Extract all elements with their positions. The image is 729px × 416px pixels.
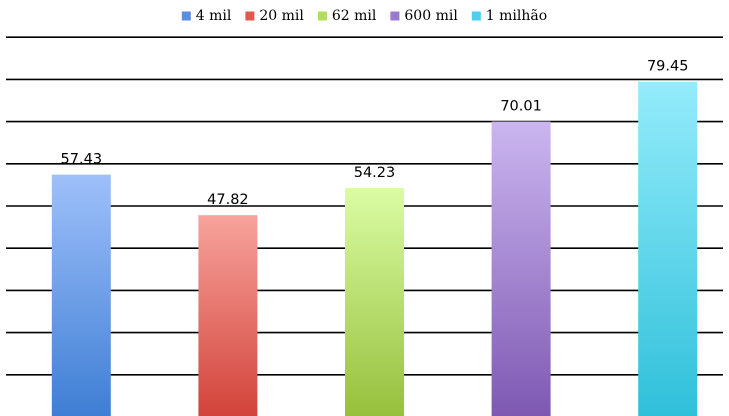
legend-entry-3: 62 mil <box>317 8 377 24</box>
legend-label: 1 milhão <box>486 8 547 24</box>
legend-entry-5: 1 milhão <box>471 8 547 24</box>
legend: 4 mil 20 mil 62 mil 600 mil 1 milhão <box>181 8 547 24</box>
legend-marker <box>181 11 191 21</box>
legend-label: 600 mil <box>404 8 458 24</box>
legend-label: 20 mil <box>259 8 304 24</box>
legend-marker <box>390 11 400 21</box>
legend-marker <box>245 11 255 21</box>
bars <box>51 81 698 416</box>
data-label-5: 79.45 <box>647 59 689 75</box>
legend-entry-1: 4 mil <box>181 8 232 24</box>
legend-entry-4: 600 mil <box>390 8 458 24</box>
data-label-1: 57.43 <box>61 152 103 168</box>
bar-3 <box>345 188 404 416</box>
bar-5 <box>638 81 698 416</box>
legend-marker <box>317 11 327 21</box>
bar-1 <box>51 174 111 416</box>
data-label-2: 47.82 <box>207 192 249 208</box>
legend-marker <box>471 11 481 21</box>
bar-4 <box>491 121 551 416</box>
bar-2 <box>198 215 258 416</box>
legend-label: 62 mil <box>332 8 377 24</box>
data-label-3: 54.23 <box>354 165 396 181</box>
data-labels: 57.43 47.82 54.23 70.01 79.45 <box>61 59 689 208</box>
legend-label: 4 mil <box>196 8 232 24</box>
data-label-4: 70.01 <box>500 99 542 115</box>
legend-entry-2: 20 mil <box>245 8 304 24</box>
